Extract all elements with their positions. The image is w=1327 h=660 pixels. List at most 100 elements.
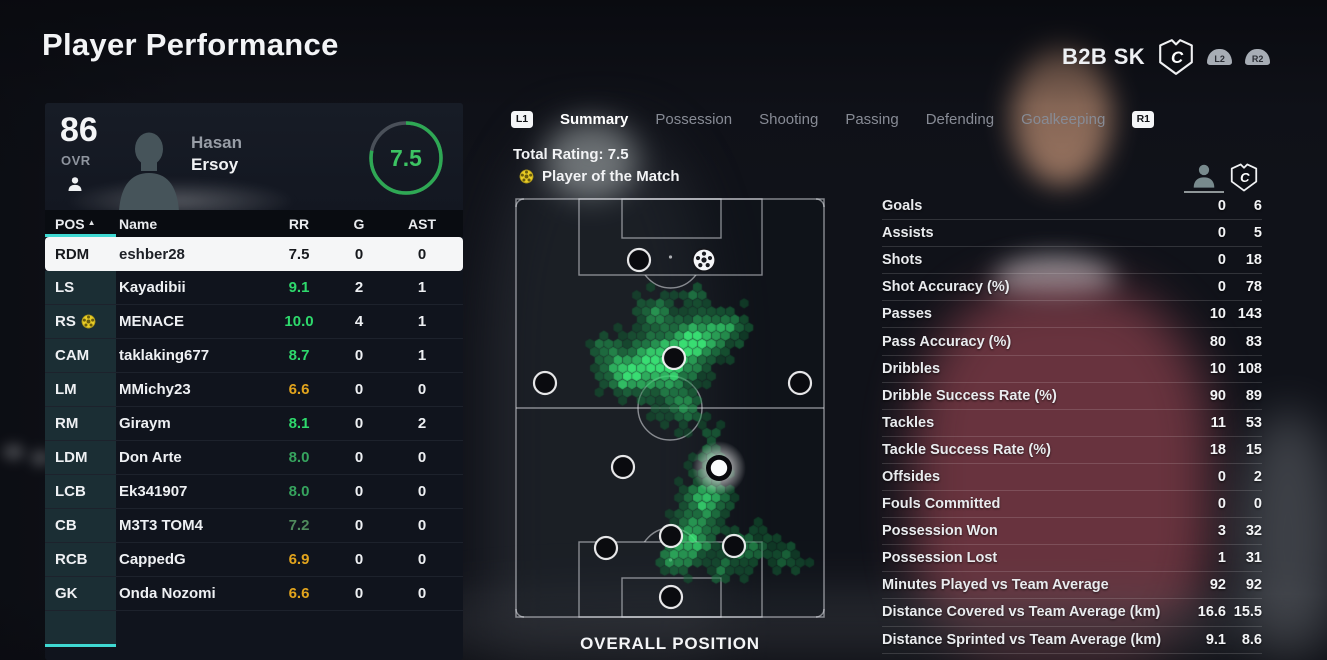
l2-button[interactable]: L2 <box>1207 49 1233 65</box>
table-row[interactable]: CB M3T3 TOM4 7.2 0 0 <box>45 509 463 543</box>
player-dot-rdm[interactable] <box>692 441 746 495</box>
stat-row: Minutes Played vs Team Average 92 92 <box>882 572 1262 600</box>
player-avatar <box>119 132 179 211</box>
stat-label: Distance Sprinted vs Team Average (km) <box>882 631 1162 648</box>
stat-player-value: 90 <box>1209 387 1226 404</box>
stat-club-value: 108 <box>1237 360 1262 377</box>
match-rating: 7.2 <box>288 517 310 534</box>
tab-passing[interactable]: Passing <box>845 110 899 128</box>
stat-row: Passes 10 143 <box>882 301 1262 329</box>
stat-label: Possession Lost <box>882 550 998 567</box>
table-row[interactable]: LCB Ek341907 8.0 0 0 <box>45 475 463 509</box>
player-name: eshber28 <box>119 245 185 263</box>
table-row[interactable]: CAM taklaking677 8.7 0 1 <box>45 339 463 373</box>
pos-cell: LS <box>45 271 116 304</box>
pos-cell: RDM <box>55 245 90 263</box>
player-last-name: Ersoy <box>191 155 239 174</box>
stat-club-value: 15.5 <box>1233 604 1262 621</box>
goals-value: 0 <box>354 585 364 602</box>
column-header-ast[interactable]: AST <box>408 215 436 232</box>
stat-club-value: 83 <box>1245 333 1262 350</box>
table-row[interactable]: RS MENACE 10.0 4 1 <box>45 305 463 339</box>
player-dot-cam[interactable] <box>661 345 687 371</box>
stat-club-value: 18 <box>1245 252 1262 269</box>
table-row[interactable]: RDM eshber28 7.5 0 0 <box>45 237 463 271</box>
column-header-pos[interactable]: POS ▲ <box>45 210 116 237</box>
match-rating: 10.0 <box>284 313 314 330</box>
column-header-g[interactable]: G <box>353 215 365 232</box>
table-row[interactable]: RM Giraym 8.1 0 2 <box>45 407 463 441</box>
player-roster-card: 86 OVR Hasan Ersoy 7.5 POS ▲ Name RR G AS… <box>45 103 463 660</box>
overall-rating: 86 <box>60 111 98 149</box>
club-logo-icon: C <box>1159 39 1193 75</box>
assists-value: 0 <box>417 449 427 466</box>
stat-row: Possession Won 3 32 <box>882 518 1262 546</box>
team-name: B2B SK <box>1062 44 1146 69</box>
table-row[interactable]: LDM Don Arte 8.0 0 0 <box>45 441 463 475</box>
table-row[interactable]: LM MMichy23 6.6 0 0 <box>45 373 463 407</box>
team-header: B2B SK C L2 R2 <box>1062 36 1271 78</box>
selected-player-summary: 86 OVR Hasan Ersoy 7.5 <box>45 103 463 223</box>
stat-player-value: 10 <box>1209 306 1226 323</box>
stat-player-value: 1 <box>1217 550 1226 567</box>
tab-possession[interactable]: Possession <box>655 110 733 128</box>
table-row[interactable]: RCB CappedG 6.9 0 0 <box>45 543 463 577</box>
table-row[interactable]: LS Kayadibii 9.1 2 1 <box>45 271 463 305</box>
goals-value: 0 <box>354 347 364 364</box>
r1-button[interactable]: R1 <box>1132 110 1155 128</box>
player-dot-gk[interactable] <box>658 584 684 610</box>
person-icon <box>68 177 82 191</box>
svg-text:C: C <box>1171 48 1184 67</box>
pos-column-tail <box>45 611 116 644</box>
player-dot-ldm[interactable] <box>610 454 636 480</box>
stat-player-value: 9.1 <box>1205 631 1226 648</box>
stat-player-value: 0 <box>1217 252 1226 269</box>
tab-summary[interactable]: Summary <box>560 110 629 128</box>
stat-player-value: 11 <box>1210 414 1226 431</box>
roster-table-tail <box>45 611 463 660</box>
match-rating-value: 7.5 <box>390 144 422 171</box>
match-rating: 6.6 <box>288 381 310 398</box>
player-name: MMichy23 <box>119 381 191 398</box>
tab-defending[interactable]: Defending <box>925 110 995 128</box>
player-name: Onda Nozomi <box>119 585 216 602</box>
tab-goalkeeping[interactable]: Goalkeeping <box>1021 110 1106 128</box>
player-dot-rm[interactable] <box>787 370 813 396</box>
stat-club-value: 31 <box>1245 550 1262 567</box>
stat-label: Minutes Played vs Team Average <box>882 577 1109 594</box>
stat-row: Tackles 11 53 <box>882 410 1262 437</box>
player-dot-lcb[interactable] <box>593 535 619 561</box>
stat-row: Pass Accuracy (%) 80 83 <box>882 328 1262 356</box>
player-dot-rcb[interactable] <box>721 533 747 559</box>
potm-label: Player of the Match <box>542 168 680 185</box>
column-header-rr[interactable]: RR <box>288 215 310 232</box>
column-header-name[interactable]: Name <box>119 215 158 232</box>
tab-shooting[interactable]: Shooting <box>759 110 819 128</box>
stat-club-value: 15 <box>1245 441 1262 458</box>
pitch-caption: OVERALL POSITION <box>580 634 760 653</box>
stat-club-value: 53 <box>1245 414 1262 431</box>
player-dot-ls[interactable] <box>626 247 652 273</box>
bust-pedestal <box>1184 191 1224 193</box>
match-rating: 6.6 <box>288 585 310 602</box>
pos-cell: CB <box>45 509 116 542</box>
stat-player-value: 16.6 <box>1197 604 1226 621</box>
l1-button[interactable]: L1 <box>511 110 533 128</box>
player-dot-rs[interactable] <box>691 247 717 273</box>
stat-player-value: 92 <box>1209 577 1226 594</box>
stat-player-value: 3 <box>1217 523 1226 540</box>
table-row[interactable]: GK Onda Nozomi 6.6 0 0 <box>45 577 463 611</box>
goals-value: 0 <box>354 381 364 398</box>
player-name: Giraym <box>119 415 171 432</box>
player-dot-lm[interactable] <box>532 370 558 396</box>
r2-button[interactable]: R2 <box>1245 49 1271 65</box>
player-name: taklaking677 <box>119 347 210 364</box>
stat-category-tabs: L1 Summary Possession Shooting Passing Defen… <box>511 106 1155 132</box>
pos-cell: CAM <box>45 339 116 372</box>
player-dot-cb[interactable] <box>658 523 684 549</box>
stat-label: Shots <box>882 252 923 269</box>
player-name: Kayadibii <box>119 279 186 296</box>
match-rating: 7.5 <box>288 245 310 263</box>
stat-label: Dribble Success Rate (%) <box>882 387 1057 404</box>
